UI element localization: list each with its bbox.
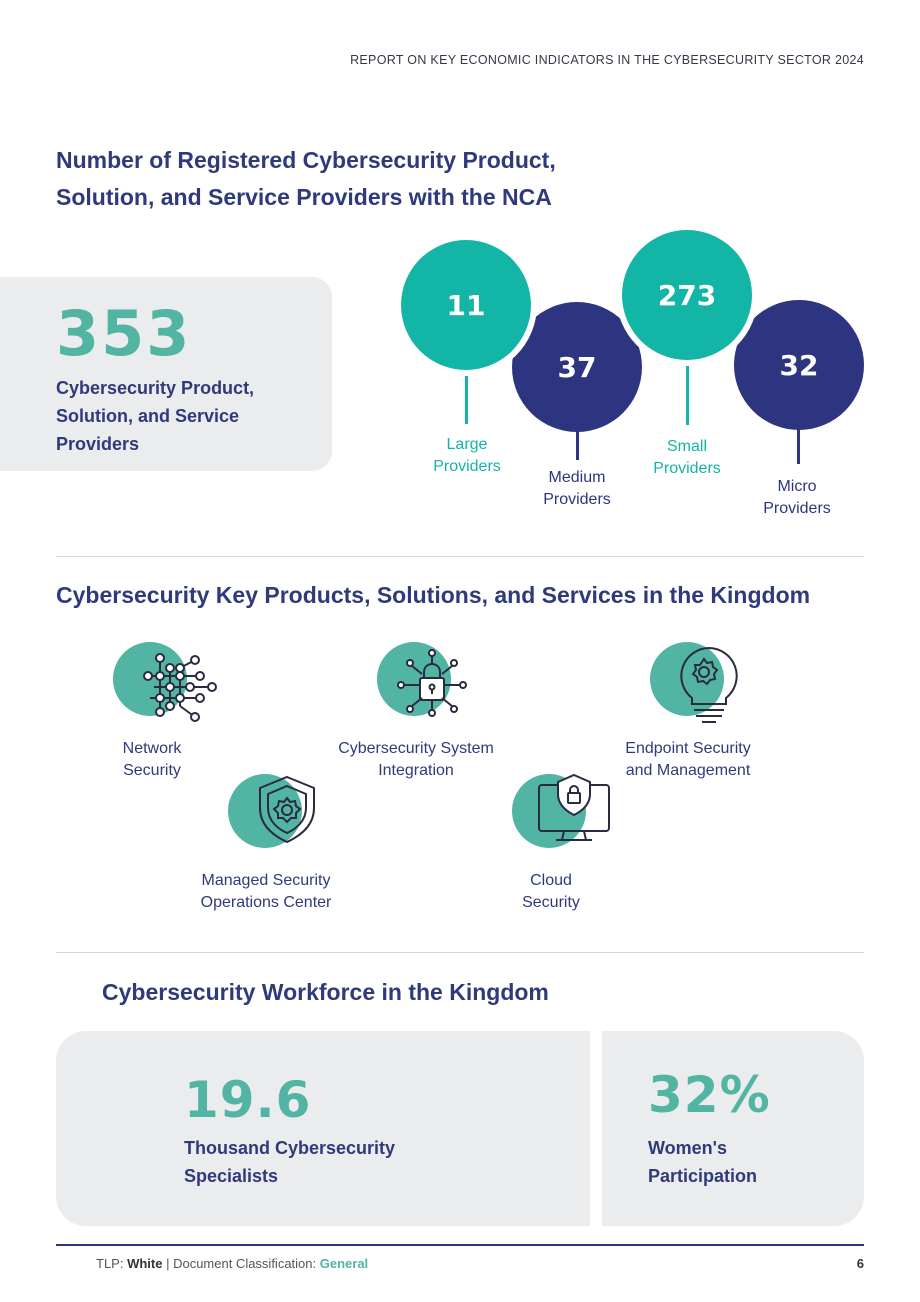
micro-providers-stem (797, 420, 800, 464)
micro-providers-label: Micro Providers (763, 478, 831, 517)
large-providers-label: Large Providers (433, 436, 501, 475)
system-integration-label: Cybersecurity System Integration (338, 740, 494, 779)
cloud-security-label: Cloud Security (522, 872, 580, 911)
women-participation-value: 32% (648, 1066, 771, 1124)
total-providers-box (0, 277, 332, 471)
workforce-section-title: Cybersecurity Workforce in the Kingdom (102, 979, 549, 1005)
footer-classification: TLP: White | Document Classification: Ge… (96, 1256, 368, 1271)
providers-section-title: Number of Registered Cybersecurity Produ… (56, 147, 556, 210)
section-divider (56, 556, 864, 557)
endpoint-security-label: Endpoint Security and Management (625, 740, 751, 779)
medium-providers-bubble: 37 (512, 302, 642, 432)
large-providers-bubble: 11 (401, 240, 531, 370)
shield-gear-icon (259, 775, 315, 844)
tlp-prefix: TLP: (96, 1256, 128, 1271)
medium-providers-stem (576, 420, 579, 460)
footer-rule (56, 1244, 864, 1246)
micro-providers-value: 32 (779, 348, 819, 382)
small-providers-stem (686, 355, 689, 425)
small-providers-label: Small Providers (653, 438, 721, 477)
section-divider (56, 952, 864, 953)
women-participation-label: Women's Participation (648, 1138, 758, 1186)
report-header-title: REPORT ON KEY ECONOMIC INDICATORS IN THE… (350, 53, 864, 67)
classification-value: General (319, 1256, 369, 1271)
medium-providers-value: 37 (557, 350, 597, 384)
micro-providers-bubble: 32 (734, 300, 864, 430)
specialists-box (56, 1031, 590, 1226)
network-icon (143, 653, 217, 722)
medium-providers-label: Medium Providers (543, 469, 611, 508)
large-providers-value: 11 (446, 288, 486, 322)
classification-prefix: | Document Classification: (162, 1256, 320, 1271)
lock-network-icon (397, 649, 467, 717)
page-number: 6 (856, 1256, 864, 1271)
managed-soc-label: Managed Security Operations Center (200, 872, 332, 911)
tlp-value: White (127, 1256, 163, 1271)
lightbulb-gear-icon (680, 646, 738, 723)
total-providers-label: Cybersecurity Product, Solution, and Ser… (56, 378, 255, 454)
monitor-shield-icon (538, 773, 610, 841)
small-providers-bubble: 273 (622, 230, 752, 360)
women-participation-box (602, 1031, 864, 1226)
small-providers-value: 273 (657, 278, 717, 312)
total-providers-value: 353 (56, 297, 192, 370)
large-providers-stem (465, 360, 468, 424)
specialists-value: 19.6 (184, 1071, 312, 1129)
network-security-label: Network Security (122, 740, 182, 779)
services-section-title: Cybersecurity Key Products, Solutions, a… (56, 582, 811, 608)
specialists-label: Thousand Cybersecurity Specialists (184, 1138, 396, 1186)
